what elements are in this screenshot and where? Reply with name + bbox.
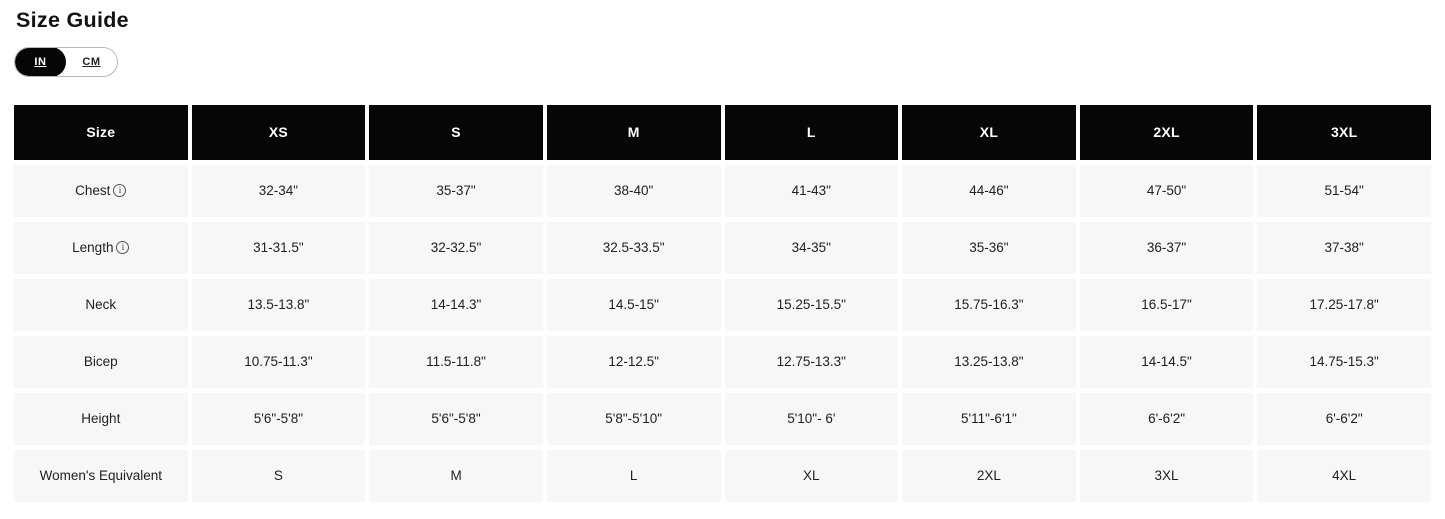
size-value-cell: 5'8"-5'10" [546,392,721,445]
header-cell-xs: XS [191,104,366,160]
info-icon[interactable]: i [116,241,130,255]
size-value-cell: 5'6"-5'8" [191,392,366,445]
size-value-cell: 6'-6'2" [1257,392,1431,445]
size-value-cell: 15.75-16.3" [902,278,1076,331]
row-label: Neck [85,297,117,313]
size-value-cell: 12.75-13.3" [724,335,899,388]
size-value-cell: S [191,449,366,502]
size-value-cell: 37-38" [1257,221,1431,274]
unit-toggle[interactable]: IN CM [14,46,118,77]
header-cell-m: M [546,104,721,160]
size-value-cell: 35-37" [369,164,543,217]
size-value-cell: 38-40" [546,164,721,217]
size-value-cell: 34-35" [724,221,899,274]
size-value-cell: 15.25-15.5" [724,278,899,331]
size-value-cell: 51-54" [1257,164,1431,217]
size-value-cell: 5'11"-6'1" [902,392,1076,445]
size-value-cell: 3XL [1079,449,1254,502]
size-value-cell: 5'10"- 6' [724,392,899,445]
size-value-cell: L [546,449,721,502]
row-label-cell: Length i [14,221,188,274]
size-value-cell: 35-36" [902,221,1076,274]
size-value-cell: 13.5-13.8" [191,278,366,331]
size-value-cell: 41-43" [724,164,899,217]
header-cell-2xl: 2XL [1079,104,1254,160]
size-value-cell: 11.5-11.8" [369,335,543,388]
size-value-cell: 6'-6'2" [1079,392,1254,445]
row-label: Bicep [83,354,118,370]
size-value-cell: 47-50" [1079,164,1254,217]
size-table: Size XS S M L XL 2XL 3XL Chest i 32-34" 35-37" 38-40… [14,104,1431,502]
size-value-cell: 5'6"-5'8" [369,392,543,445]
row-label: Women's Equivalent [39,468,162,484]
row-label: Chest [75,183,111,199]
size-value-cell: 2XL [902,449,1076,502]
size-value-cell: 4XL [1257,449,1431,502]
header-cell-3xl: 3XL [1257,104,1431,160]
size-value-cell: 32-34" [191,164,366,217]
size-value-cell: 14-14.3" [369,278,543,331]
header-cell-s: S [369,104,543,160]
size-value-cell: 36-37" [1079,221,1254,274]
info-icon[interactable]: i [113,184,127,198]
row-label-cell: Neck [14,278,188,331]
header-cell-xl: XL [902,104,1076,160]
row-label-cell: Bicep [14,335,188,388]
size-value-cell: 10.75-11.3" [191,335,366,388]
unit-option-cm[interactable]: CM [66,48,117,76]
header-cell-size: Size [14,104,188,160]
row-label-cell: Chest i [14,164,188,217]
row-label-cell: Height [14,392,188,445]
size-value-cell: 31-31.5" [191,221,366,274]
size-value-cell: 32.5-33.5" [546,221,721,274]
page-title: Size Guide [16,8,129,32]
size-value-cell: 14-14.5" [1079,335,1254,388]
size-value-cell: 44-46" [902,164,1076,217]
unit-option-in[interactable]: IN [15,47,66,76]
size-value-cell: 14.5-15" [546,278,721,331]
size-value-cell: XL [724,449,899,502]
size-value-cell: M [369,449,543,502]
row-label-cell: Women's Equivalent [14,449,188,502]
size-value-cell: 12-12.5" [546,335,721,388]
header-cell-l: L [724,104,899,160]
size-value-cell: 14.75-15.3" [1257,335,1431,388]
size-guide-section: Size Guide IN CM Size XS S M L XL 2XL 3XL Chest i… [14,8,1431,502]
size-value-cell: 17.25-17.8" [1257,278,1431,331]
row-label: Length [72,240,114,256]
size-value-cell: 13.25-13.8" [902,335,1076,388]
size-value-cell: 32-32.5" [369,221,543,274]
row-label: Height [81,411,121,427]
size-value-cell: 16.5-17" [1079,278,1254,331]
